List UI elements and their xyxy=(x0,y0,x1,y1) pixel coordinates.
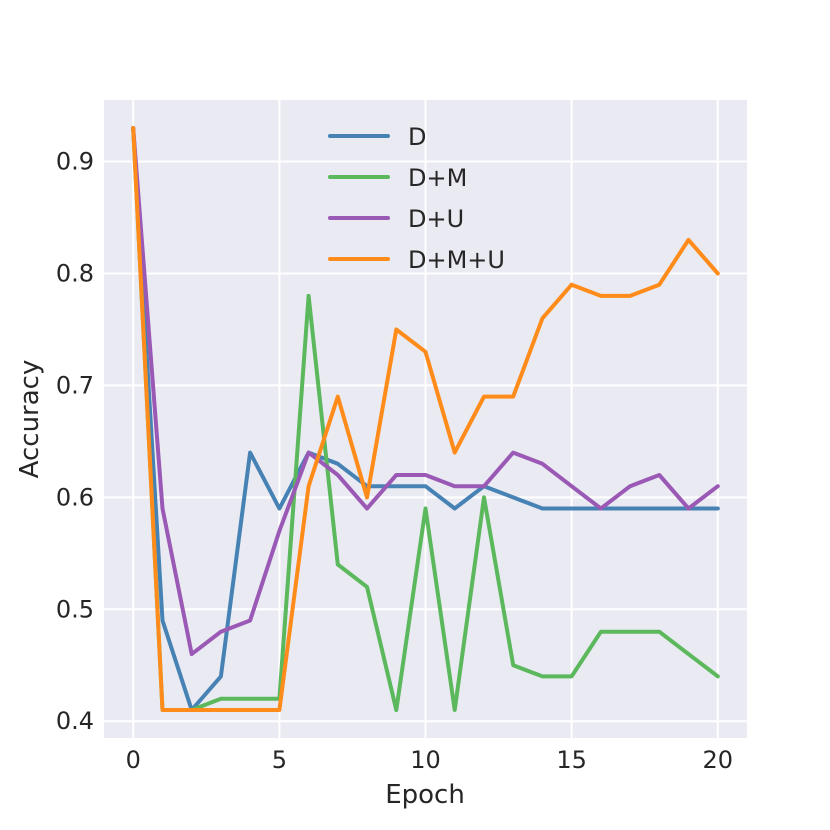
grid xyxy=(104,100,747,738)
x-axis-label: Epoch xyxy=(385,780,465,810)
y-tick-label: 0.5 xyxy=(56,595,94,623)
series-line-d-m-u xyxy=(131,126,720,712)
x-tick-labels: 0 5 10 15 20 xyxy=(126,746,733,774)
x-tick-label: 10 xyxy=(410,746,441,774)
y-tick-label: 0.4 xyxy=(56,707,94,735)
x-tick-label: 0 xyxy=(126,746,141,774)
y-tick-labels: 0.4 0.5 0.6 0.7 0.8 0.9 xyxy=(56,148,94,736)
y-tick-label: 0.7 xyxy=(56,371,94,399)
x-tick-label: 15 xyxy=(556,746,587,774)
series-line-d xyxy=(131,126,720,712)
series-line-d-m xyxy=(131,126,720,712)
y-tick-label: 0.6 xyxy=(56,483,94,511)
x-tick-label: 20 xyxy=(702,746,733,774)
legend-label: D+U xyxy=(408,205,464,233)
y-tick-label: 0.9 xyxy=(56,148,94,176)
legend-label: D+M xyxy=(408,164,467,192)
y-axis-label: Accuracy xyxy=(15,360,45,479)
legend-label: D+M+U xyxy=(408,246,505,274)
legend-label: D xyxy=(408,123,426,151)
legend: D D+M D+U D+M+U xyxy=(328,123,505,274)
series-line-d-u xyxy=(131,126,720,657)
x-tick-label: 5 xyxy=(272,746,287,774)
y-tick-label: 0.8 xyxy=(56,259,94,287)
series-lines xyxy=(131,126,720,712)
